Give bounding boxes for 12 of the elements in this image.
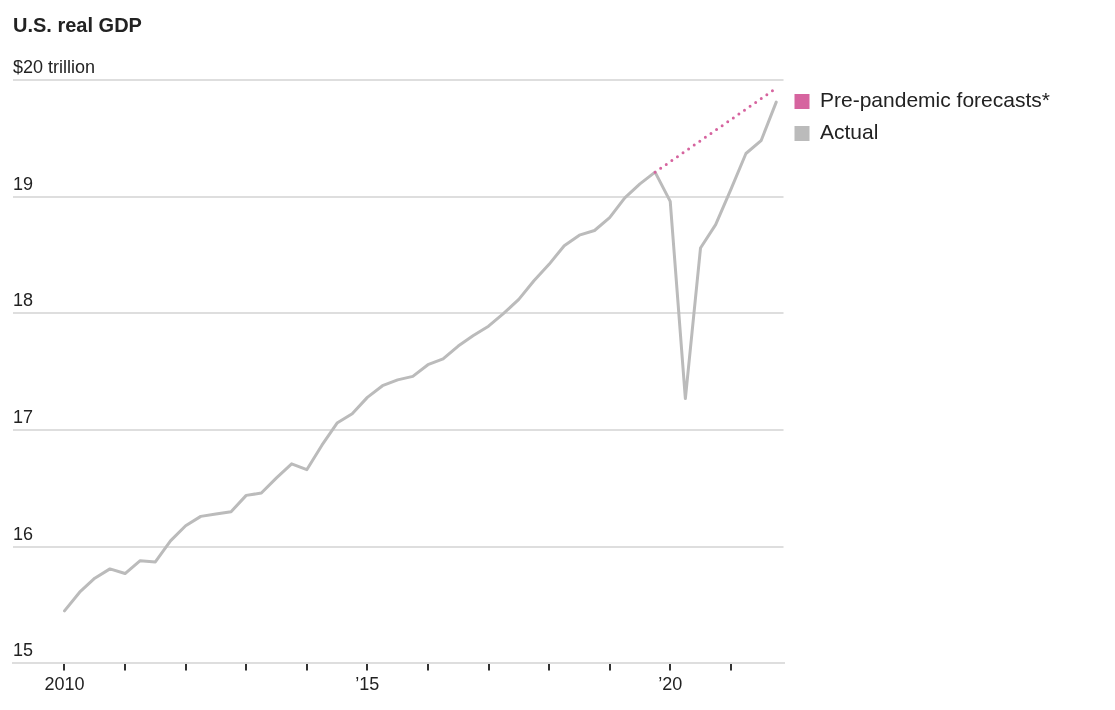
y-tick-label: 17 [13,407,34,428]
y-tick-label: $20 trillion [13,56,96,77]
y-tick-label: 15 [13,640,34,661]
legend-label: Actual [820,120,879,144]
y-tick-label: 19 [13,173,34,194]
x-tick-label: 2010 [44,674,85,695]
y-tick-label: 18 [13,290,34,311]
chart-title: U.S. real GDP [13,13,142,36]
legend-label: Pre-pandemic forecasts* [820,88,1050,112]
y-tick-label: 16 [13,523,34,544]
x-tick-label: ’20 [658,674,683,695]
x-tick-label: ’15 [355,674,380,695]
